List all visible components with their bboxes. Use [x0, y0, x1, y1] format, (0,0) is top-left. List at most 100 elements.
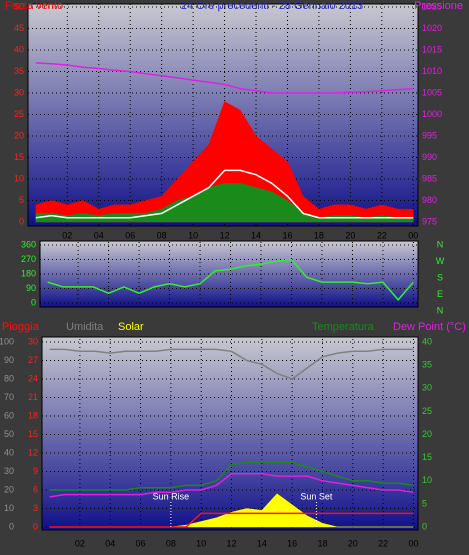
legend-label: Pioggia	[2, 321, 40, 333]
line	[49, 461, 414, 491]
x-tick-label: 20	[348, 538, 358, 548]
y-tick-label: 30	[422, 383, 432, 393]
legend-label: Umidita	[66, 321, 104, 333]
legend-label: Forza vento	[5, 0, 63, 12]
y-tick-label: 25	[14, 109, 24, 119]
y-tick-label: 90	[26, 283, 36, 293]
x-tick-label: 08	[157, 230, 167, 240]
y-tick-label: 1000	[422, 109, 442, 119]
y-tick-label: 70	[4, 392, 14, 402]
line	[35, 169, 414, 219]
y-tick-label: 360	[21, 239, 36, 249]
y-tick-label: 15	[422, 452, 432, 462]
y-tick-label: 15	[28, 429, 38, 439]
y-tick-label: 0	[19, 216, 24, 226]
line	[49, 348, 414, 380]
y-tick-label: 30	[4, 466, 14, 476]
line	[49, 512, 414, 528]
x-tick-label: 04	[105, 538, 115, 548]
y-tick-label: 60	[4, 410, 14, 420]
y-tick-label: 21	[28, 392, 38, 402]
y-tick-label: S	[437, 272, 443, 282]
y-tick-label: 1015	[422, 44, 442, 54]
direction-panel	[39, 240, 419, 308]
x-tick-label: 10	[196, 538, 206, 548]
x-tick-label: 02	[75, 538, 85, 548]
y-tick-label: 90	[4, 355, 14, 365]
legend-label: Solar	[118, 321, 144, 333]
y-tick-label: 9	[33, 466, 38, 476]
x-tick-label: 04	[94, 230, 104, 240]
x-tick-label: 08	[166, 538, 176, 548]
y-tick-label: 20	[14, 130, 24, 140]
y-tick-label: 15	[14, 152, 24, 162]
y-tick-label: 6	[33, 484, 38, 494]
y-tick-label: 1005	[422, 87, 442, 97]
x-tick-label: 10	[188, 230, 198, 240]
x-tick-label: 14	[257, 538, 267, 548]
x-tick-label: 00	[408, 538, 418, 548]
x-tick-label: 18	[314, 230, 324, 240]
y-tick-label: 18	[28, 410, 38, 420]
climate-panel	[41, 336, 419, 531]
y-tick-label: 180	[21, 268, 36, 278]
area	[35, 183, 414, 223]
legend-label: Pressione	[414, 0, 463, 12]
x-tick-label: 14	[251, 230, 261, 240]
annotation: Sun Set	[300, 491, 333, 501]
y-tick-label: N	[437, 305, 444, 315]
y-tick-label: 5	[422, 498, 427, 508]
y-tick-label: 1020	[422, 23, 442, 33]
y-tick-label: 50	[4, 429, 14, 439]
x-tick-label: 22	[378, 538, 388, 548]
y-tick-label: 25	[422, 406, 432, 416]
line	[47, 258, 414, 301]
y-tick-label: 985	[422, 173, 437, 183]
y-tick-label: 1025	[422, 1, 442, 11]
y-tick-label: 3	[33, 503, 38, 513]
y-tick-label: 980	[422, 195, 437, 205]
x-tick-label: 00	[408, 230, 418, 240]
x-tick-label: 12	[220, 230, 230, 240]
y-tick-label: 10	[4, 503, 14, 513]
y-tick-label: 30	[28, 336, 38, 346]
y-tick-label: 35	[422, 360, 432, 370]
y-tick-label: 0	[422, 521, 427, 531]
y-tick-label: 975	[422, 216, 437, 226]
y-tick-label: 40	[14, 44, 24, 54]
x-tick-label: 16	[287, 538, 297, 548]
x-tick-label: 06	[125, 230, 135, 240]
x-tick-label: 16	[282, 230, 292, 240]
y-tick-label: W	[436, 256, 445, 266]
line	[35, 62, 414, 94]
line	[49, 473, 414, 498]
chart-title: 24 Ore precedenti - 28 Gennaio 2013	[181, 0, 363, 12]
y-tick-label: 40	[4, 447, 14, 457]
y-tick-label: 1010	[422, 66, 442, 76]
y-tick-label: 27	[28, 355, 38, 365]
y-tick-label: 40	[422, 336, 432, 346]
y-tick-label: 30	[14, 87, 24, 97]
y-tick-label: 10	[14, 173, 24, 183]
y-tick-label: 100	[0, 336, 14, 346]
y-tick-label: 10	[422, 475, 432, 485]
x-tick-label: 22	[377, 230, 387, 240]
y-tick-label: 24	[28, 373, 38, 383]
y-tick-label: E	[437, 289, 443, 299]
y-tick-label: 45	[14, 23, 24, 33]
legend-label: Dew Point (°C)	[393, 321, 466, 333]
x-tick-label: 18	[317, 538, 327, 548]
y-tick-label: 0	[31, 297, 36, 307]
y-tick-label: 990	[422, 152, 437, 162]
y-tick-label: 20	[4, 484, 14, 494]
y-tick-label: 50	[14, 1, 24, 11]
y-tick-label: 12	[28, 447, 38, 457]
y-tick-label: 20	[422, 429, 432, 439]
x-tick-label: 12	[227, 538, 237, 548]
legend-label: Temperatura	[312, 321, 375, 333]
y-tick-label: 0	[33, 521, 38, 531]
x-tick-label: 02	[62, 230, 72, 240]
y-tick-label: 0	[9, 521, 14, 531]
area	[35, 101, 414, 223]
